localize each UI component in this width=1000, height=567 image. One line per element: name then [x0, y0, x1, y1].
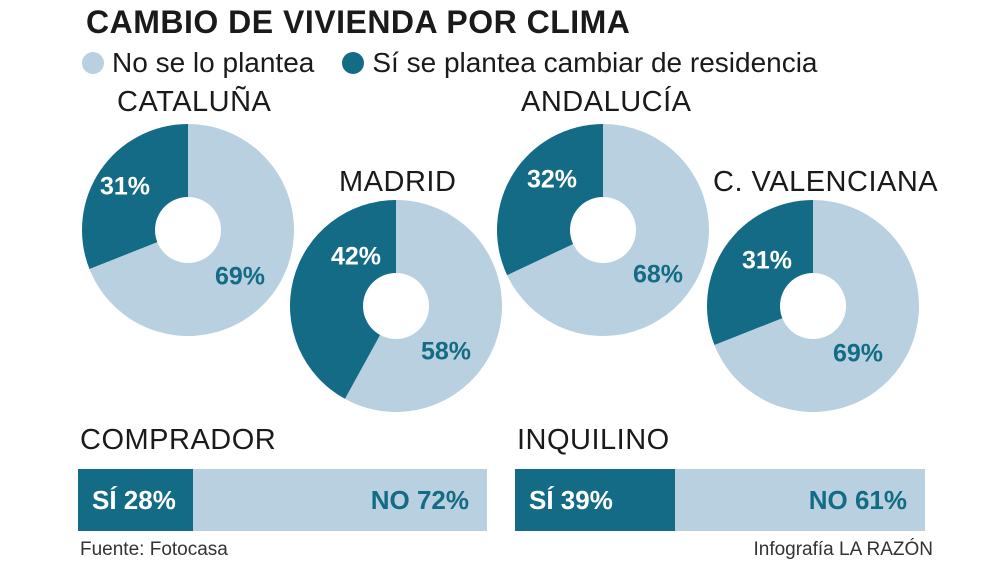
source-note: Fuente: Fotocasa	[80, 539, 228, 560]
bar-segment-no: NO 61%	[808, 484, 907, 515]
donut-valenciana: 31% 69%	[706, 200, 919, 412]
label-yes: 31%	[742, 247, 792, 275]
donut-hole	[570, 197, 636, 263]
label-no: 69%	[215, 263, 265, 291]
bar-title-inquilino: INQUILINO	[517, 424, 670, 456]
bar-segment-no: NO 72%	[370, 484, 469, 515]
bar-segment-yes: SÍ 28%	[78, 469, 193, 531]
donut-hole	[780, 273, 846, 339]
donut-andalucia: 32% 68%	[496, 124, 709, 336]
bar-title-comprador: COMPRADOR	[80, 424, 277, 456]
slice-yes	[290, 200, 396, 399]
legend-label-no: No se lo plantea	[112, 47, 315, 78]
donut-title-madrid: MADRID	[339, 166, 457, 198]
donut-title-cataluna: CATALUÑA	[117, 86, 272, 118]
donut-title-andalucia: ANDALUCÍA	[521, 86, 692, 118]
donut-hole	[363, 273, 429, 339]
bar-comprador: SÍ 28% NO 72%	[78, 469, 487, 531]
donut-madrid: 42% 58%	[290, 200, 503, 413]
chart-title: CAMBIO DE VIVIENDA POR CLIMA	[86, 4, 631, 40]
legend: No se lo plantea Sí se plantea cambiar d…	[82, 46, 846, 80]
bar-segment-yes: SÍ 39%	[515, 469, 675, 531]
label-yes: 31%	[100, 173, 150, 201]
legend-swatch-yes	[342, 52, 365, 74]
label-no: 68%	[633, 261, 683, 289]
label-no: 69%	[833, 340, 883, 368]
donut-hole	[155, 197, 221, 263]
donut-charts: 31% 69% 42% 58% 32% 68% 31% 69%	[82, 124, 919, 413]
label-yes: 32%	[527, 166, 577, 194]
label-no: 58%	[421, 338, 471, 366]
legend-item-no: No se lo plantea	[82, 47, 314, 79]
donut-title-valenciana: C. VALENCIANA	[713, 166, 939, 198]
legend-label-yes: Sí se plantea cambiar de residencia	[372, 47, 818, 78]
credit-note: Infografía LA RAZÓN	[753, 539, 933, 560]
legend-item-yes: Sí se plantea cambiar de residencia	[342, 47, 818, 79]
legend-swatch-no	[82, 52, 104, 74]
donut-cataluna: 31% 69%	[82, 124, 294, 337]
bar-inquilino: SÍ 39% NO 61%	[515, 469, 925, 531]
label-yes: 42%	[331, 243, 381, 271]
